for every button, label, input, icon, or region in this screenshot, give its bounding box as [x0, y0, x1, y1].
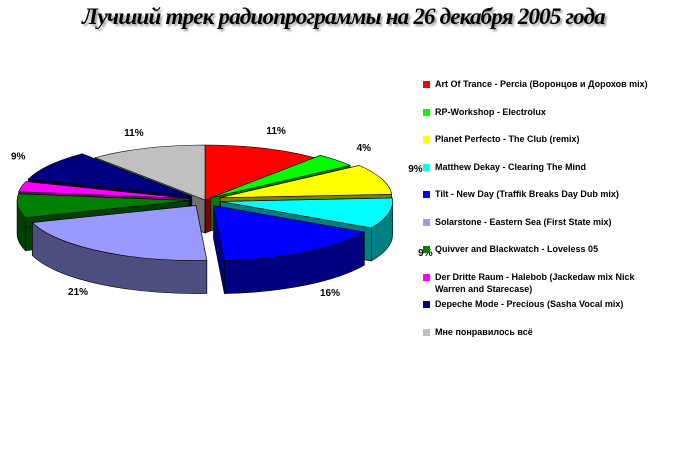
data-label-10: 11% — [124, 128, 144, 139]
legend-item-6: Solarstone - Eastern Sea (First State mi… — [423, 216, 658, 228]
legend-item-8: Der Dritte Raum - Halebob (Jackedaw mix … — [423, 271, 658, 295]
chart-title: Лучший трек радиопрограммы на 26 декабря… — [82, 4, 606, 29]
legend-label-6: Solarstone - Eastern Sea (First State mi… — [435, 216, 612, 227]
legend-item-10: Мне понравилось всё — [423, 326, 658, 338]
legend-label-2: RP-Workshop - Electrolux — [435, 106, 546, 117]
pie-slice-2 — [210, 155, 351, 198]
legend-label-7: Quivver and Blackwatch - Loveless 05 — [435, 244, 599, 254]
legend-item-2: RP-Workshop - Electrolux — [423, 106, 658, 118]
legend-swatch-3 — [423, 136, 430, 143]
legend-item-5: Tilt - New Day (Traffik Breaks Day Dub m… — [423, 188, 658, 200]
data-label-2: 4% — [357, 143, 372, 154]
legend-item-1: Art Of Trance - Percia (Воронцов и Дорох… — [423, 78, 658, 90]
legend-swatch-2 — [423, 108, 430, 116]
legend-swatch-9 — [423, 301, 430, 308]
data-label-9: 9% — [11, 152, 26, 163]
pie-slice-5 — [213, 205, 366, 261]
pie-slice-4 — [220, 197, 393, 229]
pie-slice-8 — [18, 181, 190, 199]
legend-swatch-6 — [423, 218, 430, 226]
legend-label-1: Art Of Trance - Percia (Воронцов и Дорох… — [435, 79, 648, 89]
pie-slice-10 — [94, 144, 206, 201]
legend-label-3: Planet Perfecto - The Club (remix) — [435, 134, 580, 144]
legend-swatch-7 — [423, 246, 430, 253]
legend-label-10: Мне понравилось всё — [435, 326, 533, 337]
legend-item-7: Quivver and Blackwatch - Loveless 05 — [423, 243, 658, 255]
data-label-6: 21% — [68, 287, 88, 298]
pie-slice-1 — [204, 144, 316, 201]
pie-slice-6 — [31, 205, 208, 261]
legend-swatch-8 — [423, 273, 430, 281]
legend-item-3: Planet Perfecto - The Club (remix) — [423, 133, 658, 145]
legend-swatch-1 — [423, 81, 430, 88]
legend-label-5: Tilt - New Day (Traffik Breaks Day Dub m… — [435, 189, 619, 199]
legend-item-9: Depeche Mode - Precious (Sasha Vocal mix… — [423, 298, 658, 310]
legend-swatch-5 — [423, 191, 430, 198]
legend-label-8: Der Dritte Raum - Halebob (Jackedaw mix … — [435, 271, 635, 294]
data-label-4: 9% — [418, 248, 433, 259]
legend-swatch-4 — [423, 163, 430, 171]
data-label-1: 11% — [266, 126, 286, 137]
data-label-5: 16% — [320, 288, 340, 299]
legend-label-4: Matthew Dekay - Clearing The Mind — [435, 161, 587, 172]
data-label-3: 9% — [408, 164, 423, 175]
legend-swatch-10 — [423, 328, 430, 336]
pie-slice-9 — [27, 153, 192, 197]
pie-slice-3 — [219, 165, 393, 199]
legend-label-9: Depeche Mode - Precious (Sasha Vocal mix… — [435, 299, 624, 309]
pie-slice-7 — [16, 193, 190, 218]
legend-item-4: Matthew Dekay - Clearing The Mind — [423, 161, 658, 173]
